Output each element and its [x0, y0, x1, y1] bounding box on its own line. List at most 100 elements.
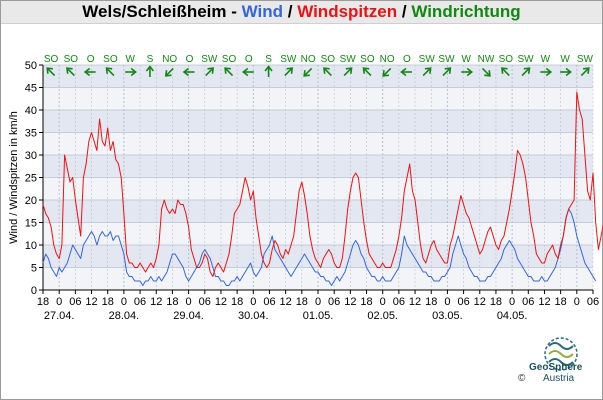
chart-band	[43, 132, 593, 155]
x-tick-label: 0	[250, 296, 256, 308]
direction-arrow-icon	[560, 67, 572, 77]
direction-arrow-icon	[264, 65, 273, 77]
direction-arrow-icon	[343, 67, 353, 77]
direction-arrow-icon	[66, 67, 75, 77]
direction-arrow-icon	[323, 67, 332, 77]
direction-arrow-icon	[182, 67, 195, 77]
direction-label: SO	[222, 54, 237, 65]
x-tick-label: 18	[231, 296, 243, 308]
x-tick-label: 0	[315, 296, 321, 308]
direction-label: SW	[340, 54, 357, 65]
y-tick-label: 0	[31, 285, 37, 297]
y-tick-label: 15	[25, 218, 37, 230]
direction-label: SO	[360, 54, 375, 65]
direction-arrow-icon	[500, 67, 510, 77]
y-tick-label: 45	[25, 83, 37, 95]
x-tick-label: 0	[121, 296, 127, 308]
x-tick-label: 18	[490, 296, 502, 308]
direction-label: O	[403, 54, 411, 65]
x-tick-label: 18	[425, 296, 437, 308]
x-tick-label: 06	[393, 296, 405, 308]
direction-label: SW	[201, 54, 218, 65]
direction-arrow-icon	[224, 67, 234, 77]
x-tick-label: 06	[263, 296, 275, 308]
title-separator: -	[226, 2, 242, 21]
direction-label: SO	[44, 54, 59, 65]
direction-arrow-icon	[284, 67, 294, 77]
x-tick-label: 18	[102, 296, 114, 308]
x-tick-label: 18	[166, 296, 178, 308]
direction-label: SO	[64, 54, 79, 65]
x-tick-label: 18	[37, 296, 49, 308]
direction-arrow-icon	[125, 67, 137, 77]
direction-arrow-icon	[83, 67, 96, 77]
copyright-symbol: ©	[518, 373, 526, 384]
title-direction: Windrichtung	[411, 2, 521, 21]
direction-arrow-icon	[442, 67, 452, 77]
x-tick-label: 12	[344, 296, 356, 308]
direction-label: S	[265, 54, 272, 65]
direction-label: W	[462, 54, 472, 65]
direction-label: W	[560, 54, 570, 65]
y-tick-label: 35	[25, 128, 37, 140]
direction-label: NO	[162, 54, 177, 65]
direction-label: O	[186, 54, 194, 65]
title-station: Wels/Schleißheim	[82, 2, 227, 21]
title-gusts: Windspitzen	[297, 2, 398, 21]
y-tick-label: 50	[25, 60, 37, 72]
x-date-label: 27.04.	[44, 310, 75, 322]
direction-arrow-icon	[400, 67, 412, 77]
direction-label: SW	[577, 54, 594, 65]
direction-label: NO	[301, 54, 316, 65]
x-tick-label: 06	[199, 296, 211, 308]
x-tick-label: 06	[69, 296, 81, 308]
direction-arrow-icon	[241, 67, 254, 77]
x-date-label: 28.04.	[109, 310, 140, 322]
direction-label: SW	[419, 54, 436, 65]
y-tick-label: 5	[31, 263, 37, 275]
x-date-label: 30.04.	[238, 310, 269, 322]
x-tick-label: 0	[444, 296, 450, 308]
direction-arrow-icon	[46, 67, 56, 77]
x-tick-label: 0	[56, 296, 62, 308]
direction-arrow-icon	[205, 67, 215, 77]
direction-arrow-icon	[164, 67, 174, 77]
x-date-label: 01.05.	[303, 310, 334, 322]
x-tick-label: 12	[280, 296, 292, 308]
x-date-label: 29.04.	[173, 310, 204, 322]
direction-label: S	[147, 54, 154, 65]
direction-arrow-icon	[461, 67, 474, 77]
x-tick-label: 12	[538, 296, 550, 308]
x-tick-label: 0	[574, 296, 580, 308]
title-separator: /	[397, 2, 412, 21]
direction-label: SW	[518, 54, 535, 65]
x-tick-label: 06	[457, 296, 469, 308]
direction-label: SW	[280, 54, 297, 65]
x-tick-label: 06	[134, 296, 146, 308]
direction-label: NW	[478, 54, 495, 65]
direction-arrow-icon	[580, 67, 590, 77]
x-tick-label: 0	[509, 296, 515, 308]
gusts-series-line	[42, 91, 603, 277]
direction-arrow-icon	[521, 67, 531, 77]
x-tick-label: 0	[186, 296, 192, 308]
x-tick-label: 12	[215, 296, 227, 308]
direction-arrow-icon	[540, 67, 553, 77]
y-tick-label: 40	[25, 105, 37, 117]
direction-arrow-icon	[382, 67, 392, 77]
chart-title: Wels/Schleißheim - Wind / Windspitzen / …	[1, 1, 602, 24]
y-tick-label: 25	[25, 173, 37, 185]
chart-band	[43, 65, 593, 88]
direction-label: W	[541, 54, 551, 65]
x-tick-label: 06	[522, 296, 534, 308]
direction-label: SO	[321, 54, 336, 65]
direction-arrow-icon	[422, 67, 432, 77]
logo-name: GeoSphere	[529, 362, 583, 373]
geosphere-logo-icon	[544, 337, 578, 371]
x-tick-label: 12	[409, 296, 421, 308]
direction-arrow-icon	[303, 67, 313, 77]
x-tick-label: 18	[360, 296, 372, 308]
y-axis-label: Wind / Windspitzen in km/h	[8, 111, 20, 244]
direction-label: SO	[103, 54, 118, 65]
